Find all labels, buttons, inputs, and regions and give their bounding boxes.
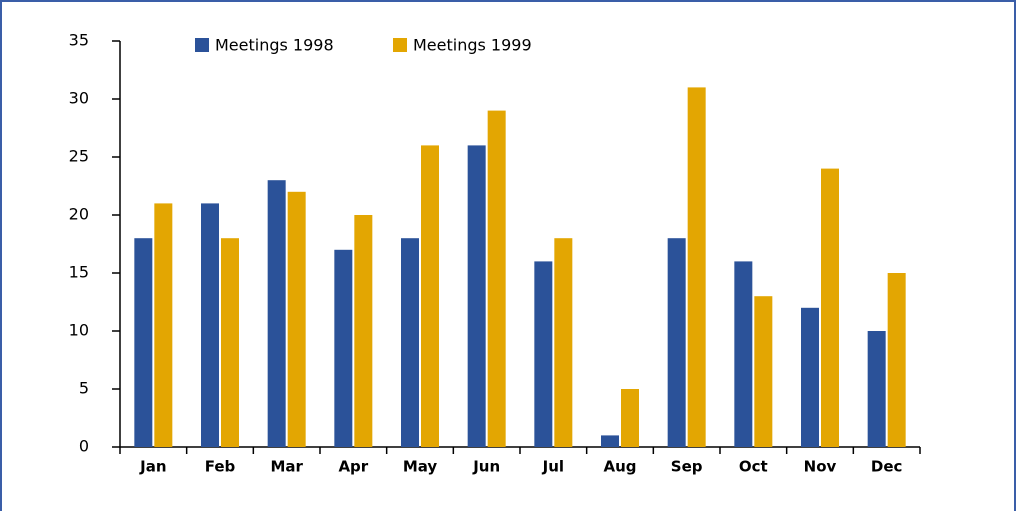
x-tick-label: Dec xyxy=(871,458,903,476)
bar xyxy=(221,238,239,447)
bar xyxy=(534,261,553,447)
x-tick-label: Nov xyxy=(804,458,837,476)
bar xyxy=(421,145,439,447)
bar xyxy=(887,273,906,447)
y-tick-label: 5 xyxy=(79,379,89,398)
y-tick-label: 10 xyxy=(69,321,89,340)
bar xyxy=(401,238,419,447)
y-tick-label: 20 xyxy=(69,205,89,224)
bar xyxy=(201,203,219,447)
legend-swatch xyxy=(393,38,407,52)
bar xyxy=(134,238,153,447)
bar xyxy=(687,87,706,448)
x-tick-label: Oct xyxy=(739,458,768,476)
legend-label: Meetings 1998 xyxy=(215,36,334,55)
bar xyxy=(354,215,373,447)
x-tick-label: Jan xyxy=(139,458,166,476)
bar xyxy=(867,331,886,447)
y-tick-label: 0 xyxy=(79,437,89,456)
bar xyxy=(487,110,506,447)
x-tick-label: Jul xyxy=(542,458,564,476)
x-tick-label: Mar xyxy=(270,458,303,476)
x-tick-label: Feb xyxy=(205,458,236,476)
bar xyxy=(801,307,819,447)
x-tick-label: Sep xyxy=(671,458,703,476)
legend-swatch xyxy=(195,38,209,52)
x-tick-label: May xyxy=(403,458,438,476)
bar xyxy=(754,296,773,447)
legend-label: Meetings 1999 xyxy=(413,36,532,55)
y-tick-label: 30 xyxy=(69,89,89,108)
bar xyxy=(267,180,286,447)
bar xyxy=(554,238,573,447)
x-tick-label: Jun xyxy=(472,458,500,476)
y-tick-label: 15 xyxy=(69,263,89,282)
bar xyxy=(334,249,353,447)
bar xyxy=(287,191,306,447)
bar xyxy=(821,168,839,447)
bar xyxy=(667,238,686,447)
y-tick-label: 35 xyxy=(69,31,89,50)
x-tick-label: Apr xyxy=(338,458,368,476)
bar xyxy=(601,435,619,447)
x-tick-label: Aug xyxy=(603,458,636,476)
bar xyxy=(734,261,753,447)
bar xyxy=(154,203,173,447)
bar xyxy=(621,389,639,447)
y-tick-label: 25 xyxy=(69,147,89,166)
bar xyxy=(467,145,486,447)
